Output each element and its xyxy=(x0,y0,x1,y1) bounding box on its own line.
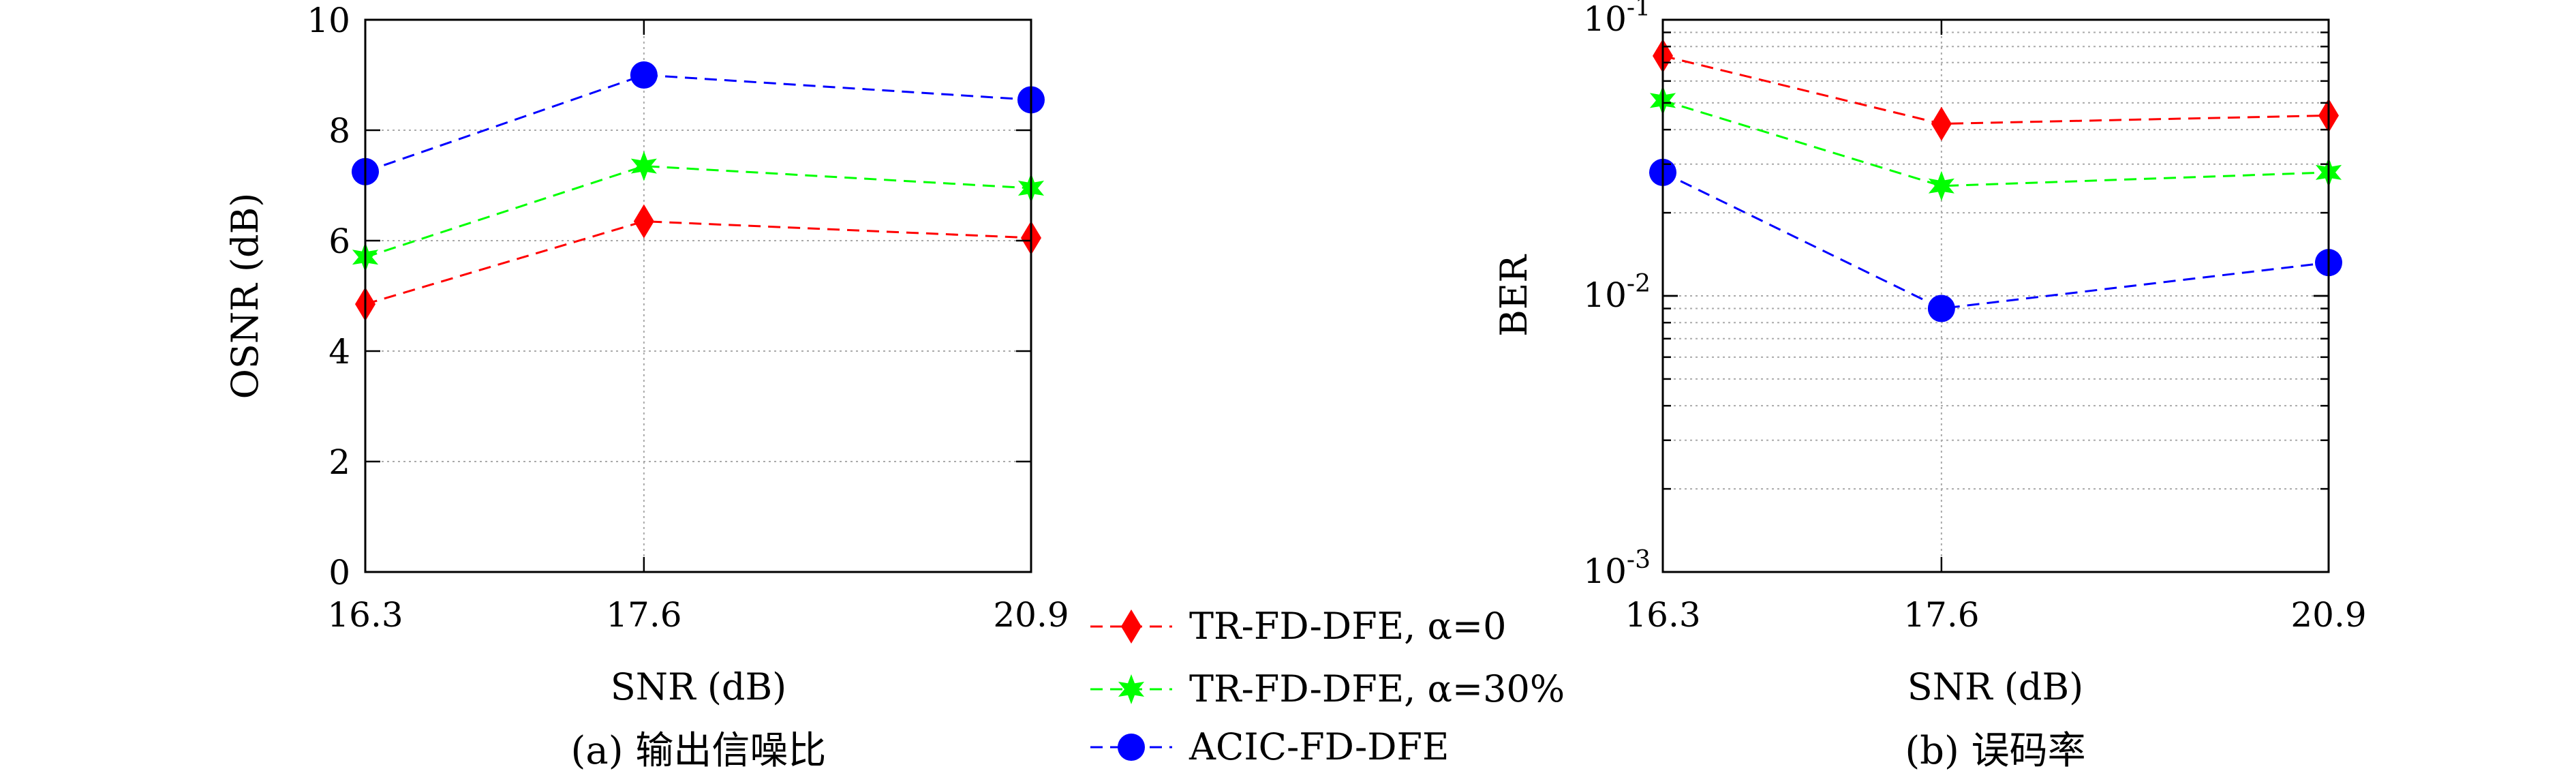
series-line-circle xyxy=(1662,171,2329,310)
panel-a-caption: (a) 输出信噪比 xyxy=(571,729,827,773)
y-tick-label: 10-2 xyxy=(1583,270,1651,315)
panel-a-markers xyxy=(352,61,1045,322)
legend-label: TR-FD-DFE, α=30% xyxy=(1189,667,1565,710)
legend-marker-diamond xyxy=(1121,609,1141,644)
y-tick-base: 10 xyxy=(1583,0,1627,39)
legend: TR-FD-DFE, α=0 TR-FD-DFE, α=30% ACIC-FD-DF… xyxy=(1090,605,1565,768)
panel-a-series-lines xyxy=(365,74,1032,305)
panel-a-y-axis-label: OSNR (dB) xyxy=(224,193,266,399)
series-line-diamond xyxy=(1662,55,2329,125)
panel-a-x-axis-label: SNR (dB) xyxy=(611,665,786,708)
data-point-star xyxy=(1928,170,1954,201)
panel-b-y-ticks: 10-310-210-1 xyxy=(1583,0,2329,591)
x-tick-label: 20.9 xyxy=(993,595,1069,635)
panel-a-grid xyxy=(365,20,1031,572)
series-line-star xyxy=(1662,99,2329,187)
data-point-circle xyxy=(630,61,658,89)
panel-b-ber: 10-310-210-1 16.3 17.6 20.9 BER SNR (dB) (… xyxy=(1492,0,2367,773)
series-line-diamond xyxy=(365,220,1032,305)
x-tick-label: 20.9 xyxy=(2290,595,2366,635)
y-tick-label: 0 xyxy=(328,553,350,592)
y-tick-label: 8 xyxy=(328,111,350,151)
panel-b-series-lines xyxy=(1662,55,2329,310)
panel-b-x-ticks: 16.3 17.6 20.9 xyxy=(1625,20,2367,635)
y-tick-exponent: -3 xyxy=(1627,546,1651,574)
series-line-circle xyxy=(365,74,1032,173)
panel-b-x-axis-label: SNR (dB) xyxy=(1907,665,2083,708)
data-point-diamond xyxy=(1931,106,1952,141)
legend-marker-star xyxy=(1118,674,1145,704)
x-tick-label: 16.3 xyxy=(327,595,403,635)
data-point-diamond xyxy=(633,204,654,239)
y-tick-label: 4 xyxy=(328,332,350,372)
panel-b-y-axis-label: BER xyxy=(1492,254,1535,337)
y-tick-label: 6 xyxy=(328,222,350,261)
x-tick-label: 17.6 xyxy=(606,595,681,635)
legend-item-circle: ACIC-FD-DFE xyxy=(1090,725,1449,768)
legend-label: ACIC-FD-DFE xyxy=(1189,725,1449,768)
y-tick-base: 10 xyxy=(1583,275,1627,315)
x-tick-label: 17.6 xyxy=(1903,595,1979,635)
panel-a-x-ticks: 16.3 17.6 20.9 xyxy=(327,20,1069,635)
y-tick-label: 10 xyxy=(307,1,350,40)
panel-b-grid xyxy=(1663,20,2329,572)
y-tick-label: 10-1 xyxy=(1583,0,1651,39)
panel-b-caption: (b) 误码率 xyxy=(1905,729,2085,773)
data-point-circle xyxy=(1927,295,1955,322)
y-tick-label: 10-3 xyxy=(1583,546,1651,591)
y-tick-exponent: -1 xyxy=(1627,0,1651,22)
legend-item-diamond: TR-FD-DFE, α=0 xyxy=(1090,605,1507,648)
series-line-star xyxy=(365,165,1032,258)
legend-marker-circle xyxy=(1118,734,1145,761)
y-tick-label: 2 xyxy=(328,442,350,482)
data-point-star xyxy=(630,151,657,181)
y-tick-exponent: -2 xyxy=(1627,270,1651,298)
panel-a-y-ticks: 0 2 4 6 8 10 xyxy=(307,1,1031,592)
panel-a-frame xyxy=(364,18,1032,573)
y-tick-base: 10 xyxy=(1583,552,1627,591)
x-tick-label: 16.3 xyxy=(1625,595,1700,635)
legend-item-star: TR-FD-DFE, α=30% xyxy=(1090,667,1565,710)
legend-label: TR-FD-DFE, α=0 xyxy=(1189,605,1507,648)
